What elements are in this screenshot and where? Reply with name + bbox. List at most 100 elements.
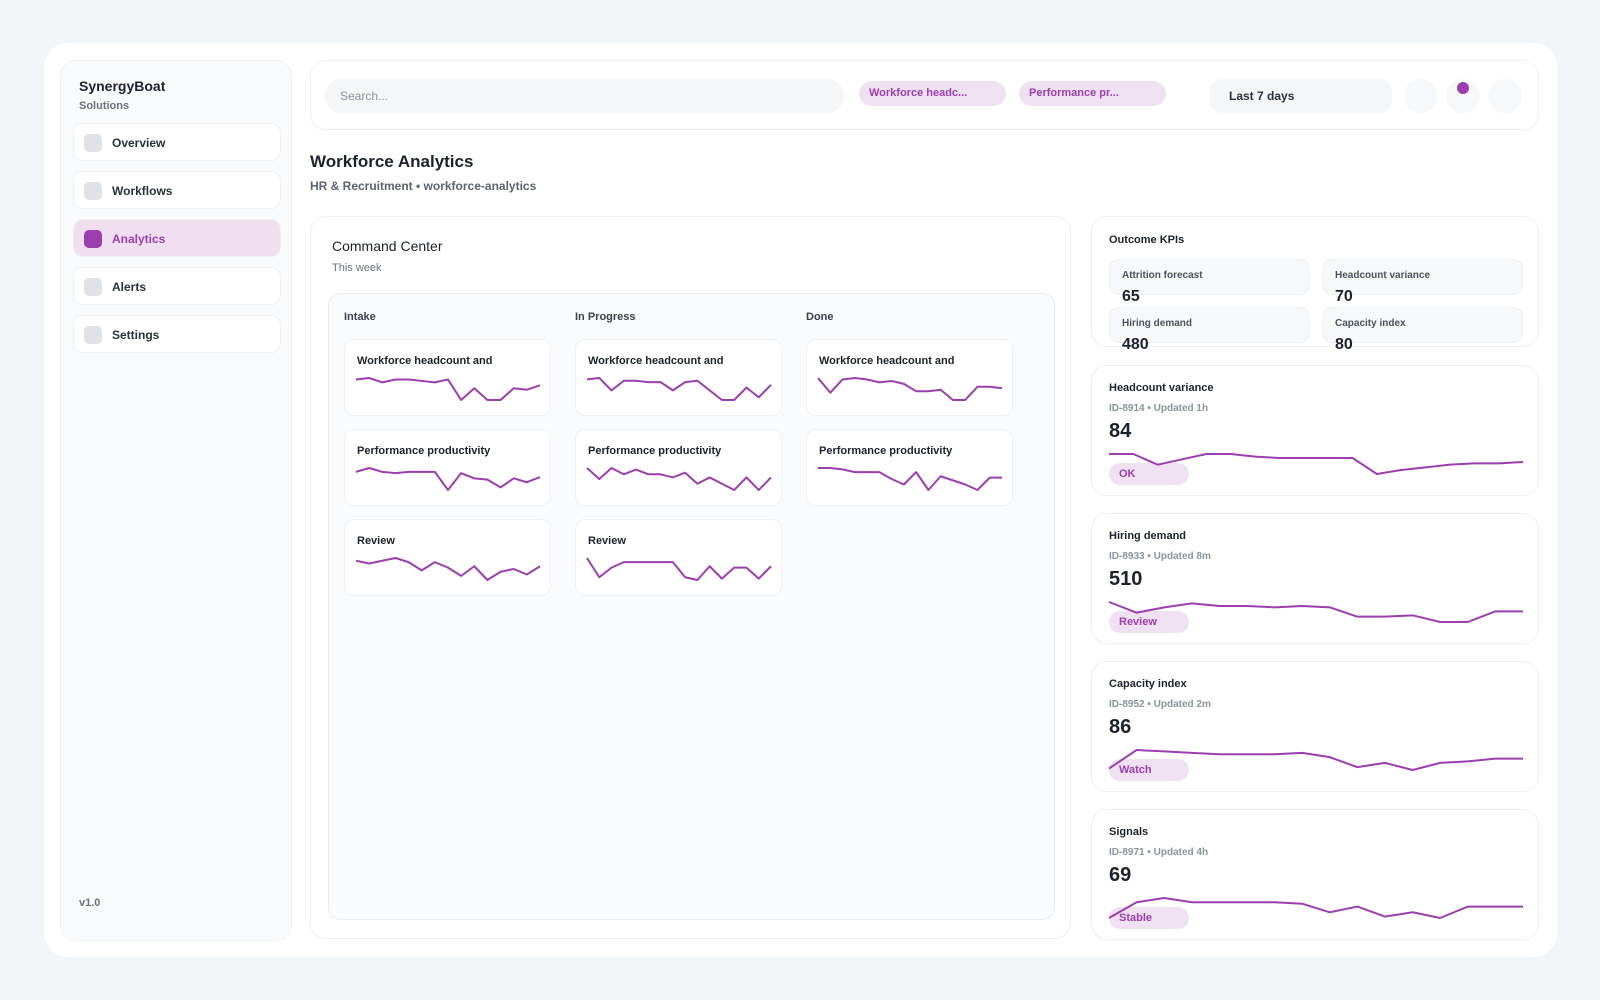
filter-chip[interactable]: Performance pr... [1019,81,1166,106]
column-name: In Progress [575,311,636,323]
card-title[interactable]: Workforce headcount and [819,355,955,367]
nav-icon [84,134,102,152]
metric-card: Capacity index ID-8952 • Updated 2m 86 Watc… [1091,661,1539,792]
metric-title: Headcount variance [1109,382,1214,394]
column-name: Done [806,311,834,323]
card-title[interactable]: Workforce headcount and [588,355,724,367]
kpi-value: 80 [1335,336,1353,353]
trend-line [355,557,541,581]
kpi-tile: Hiring demand 480 [1109,307,1310,353]
sparkline [1108,601,1523,623]
filter-label[interactable]: Workforce headc... [869,87,968,99]
sparkline [586,377,772,401]
icon-button[interactable] [1404,79,1438,113]
metric-meta: ID-8933 • Updated 8m [1109,551,1211,562]
kpi-label: Hiring demand [1122,318,1193,329]
status-chip: Watch [1109,759,1189,781]
nav-label[interactable]: Settings [112,328,160,342]
task-card[interactable]: Workforce headcount and [806,339,1013,416]
sparkline [1108,749,1523,771]
sparkline [355,467,541,491]
trend-line [1109,453,1524,475]
metric-meta: ID-8971 • Updated 4h [1109,847,1209,858]
date-range-label[interactable]: Last 7 days [1229,89,1295,103]
nav-item[interactable]: Analytics [73,219,281,257]
trend-line [355,467,541,491]
metric-value: 69 [1109,864,1132,886]
task-card[interactable]: Performance productivity [575,429,782,506]
nav-icon [84,182,102,200]
nav-item[interactable]: Alerts [73,267,281,305]
notification-dot [1457,82,1469,94]
sparkline [355,377,541,401]
metric-value: 84 [1109,420,1132,442]
nav-label[interactable]: Workflows [112,184,173,198]
kpi-value: 70 [1335,288,1353,305]
trend-line [1108,897,1523,919]
nav-icon [84,278,102,296]
date-range[interactable]: Last 7 days [1210,79,1392,113]
icon-button[interactable] [1446,79,1480,113]
board-area: Intake Workforce headcount and Performance… [328,293,1055,920]
nav-icon [84,326,102,344]
status-label: Stable [1119,912,1153,924]
nav-icon [84,230,102,248]
kpi-tile: Attrition forecast 65 [1109,259,1310,305]
trend-line [1108,749,1523,771]
sparkline [818,467,1002,491]
card-title[interactable]: Performance productivity [819,445,953,457]
status-label: OK [1119,468,1136,480]
kpi-value: 480 [1122,336,1149,353]
metric-value: 510 [1109,568,1143,590]
kpi-panel: Outcome KPIs Attrition forecast 65 Headcoun… [1091,216,1539,353]
metric-meta: ID-8914 • Updated 1h [1109,403,1209,414]
kpi-tile: Headcount variance 70 [1322,259,1523,305]
filter-label[interactable]: Performance pr... [1029,87,1119,99]
sparkline [586,467,772,491]
task-card[interactable]: Performance productivity [806,429,1013,506]
metric-meta: ID-8952 • Updated 2m [1109,699,1211,710]
task-card[interactable]: Workforce headcount and [575,339,782,416]
kpi-label: Capacity index [1335,318,1406,329]
task-card[interactable]: Review [344,519,551,596]
card-title[interactable]: Performance productivity [357,445,491,457]
nav-label[interactable]: Analytics [112,232,166,246]
sparkline [1109,453,1524,475]
nav-item[interactable]: Workflows [73,171,281,209]
version: v1.0 [79,897,101,909]
trend-line [586,467,772,491]
brand: SynergyBoat [79,78,166,94]
card-title[interactable]: Review [357,535,395,547]
nav-item[interactable]: Overview [73,123,281,161]
status-chip: Stable [1109,907,1189,929]
metric-title: Capacity index [1109,678,1187,690]
board-panel: Command Center This week Intake Workforce h… [310,216,1071,939]
trend-line [817,377,1003,401]
status-label: Watch [1119,764,1152,776]
metric-card: Hiring demand ID-8933 • Updated 8m 510 Revi… [1091,513,1539,644]
task-card[interactable]: Workforce headcount and [344,339,551,416]
board-subtitle: This week [332,262,382,274]
task-card[interactable]: Performance productivity [344,429,551,506]
search-input[interactable]: Search... [325,79,844,113]
nav-label[interactable]: Alerts [112,280,147,294]
sidebar: SynergyBoat Solutions Overview Workflows Ana… [60,60,292,941]
kpi-label: Headcount variance [1335,270,1431,281]
sparkline [817,377,1003,401]
trend-line [355,377,541,401]
card-title[interactable]: Performance productivity [588,445,722,457]
kpi-title: Outcome KPIs [1109,234,1185,246]
icon-button[interactable] [1488,79,1522,113]
card-title[interactable]: Workforce headcount and [357,355,493,367]
status-chip: OK [1109,463,1189,485]
filter-chip[interactable]: Workforce headc... [859,81,1006,106]
search-placeholder[interactable]: Search... [340,89,389,103]
sparkline [586,557,772,581]
status-chip: Review [1109,611,1189,633]
card-title[interactable]: Review [588,535,626,547]
nav-item[interactable]: Settings [73,315,281,353]
kpi-label: Attrition forecast [1122,270,1203,281]
nav-label[interactable]: Overview [112,136,166,150]
task-card[interactable]: Review [575,519,782,596]
